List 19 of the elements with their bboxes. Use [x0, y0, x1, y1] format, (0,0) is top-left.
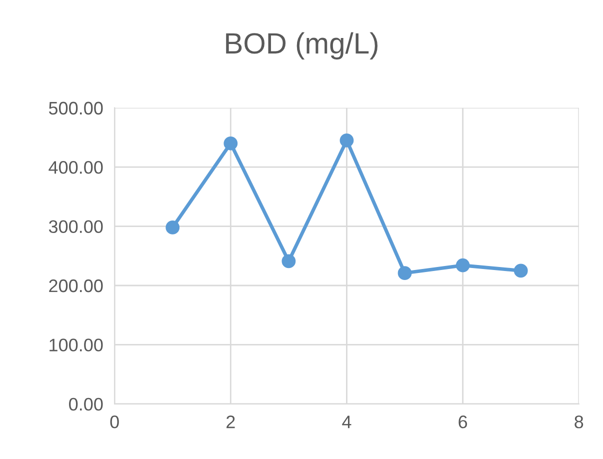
- point: [166, 220, 180, 234]
- point: [456, 258, 470, 272]
- point: [514, 264, 528, 278]
- y-tick-label: 400.00: [48, 161, 103, 174]
- point: [224, 136, 238, 150]
- y-tick-label: 100.00: [50, 338, 103, 352]
- point: [282, 254, 296, 268]
- point: [340, 133, 354, 148]
- x-tick-label: 0: [110, 416, 119, 428]
- y-tick-label: 300.00: [48, 220, 103, 234]
- y-tick-label: 0.00: [69, 398, 103, 411]
- x-tick-label: 2: [226, 416, 235, 428]
- point: [398, 266, 412, 280]
- y-tick-label: 500.00: [48, 102, 103, 115]
- y-tick-label: 200.00: [49, 279, 103, 292]
- x-tick-label: 8: [574, 416, 584, 428]
- x-tick-label: 6: [458, 416, 468, 428]
- x-tick-label: 4: [342, 416, 352, 428]
- chart-title: BOD (mg/L): [226, 32, 378, 60]
